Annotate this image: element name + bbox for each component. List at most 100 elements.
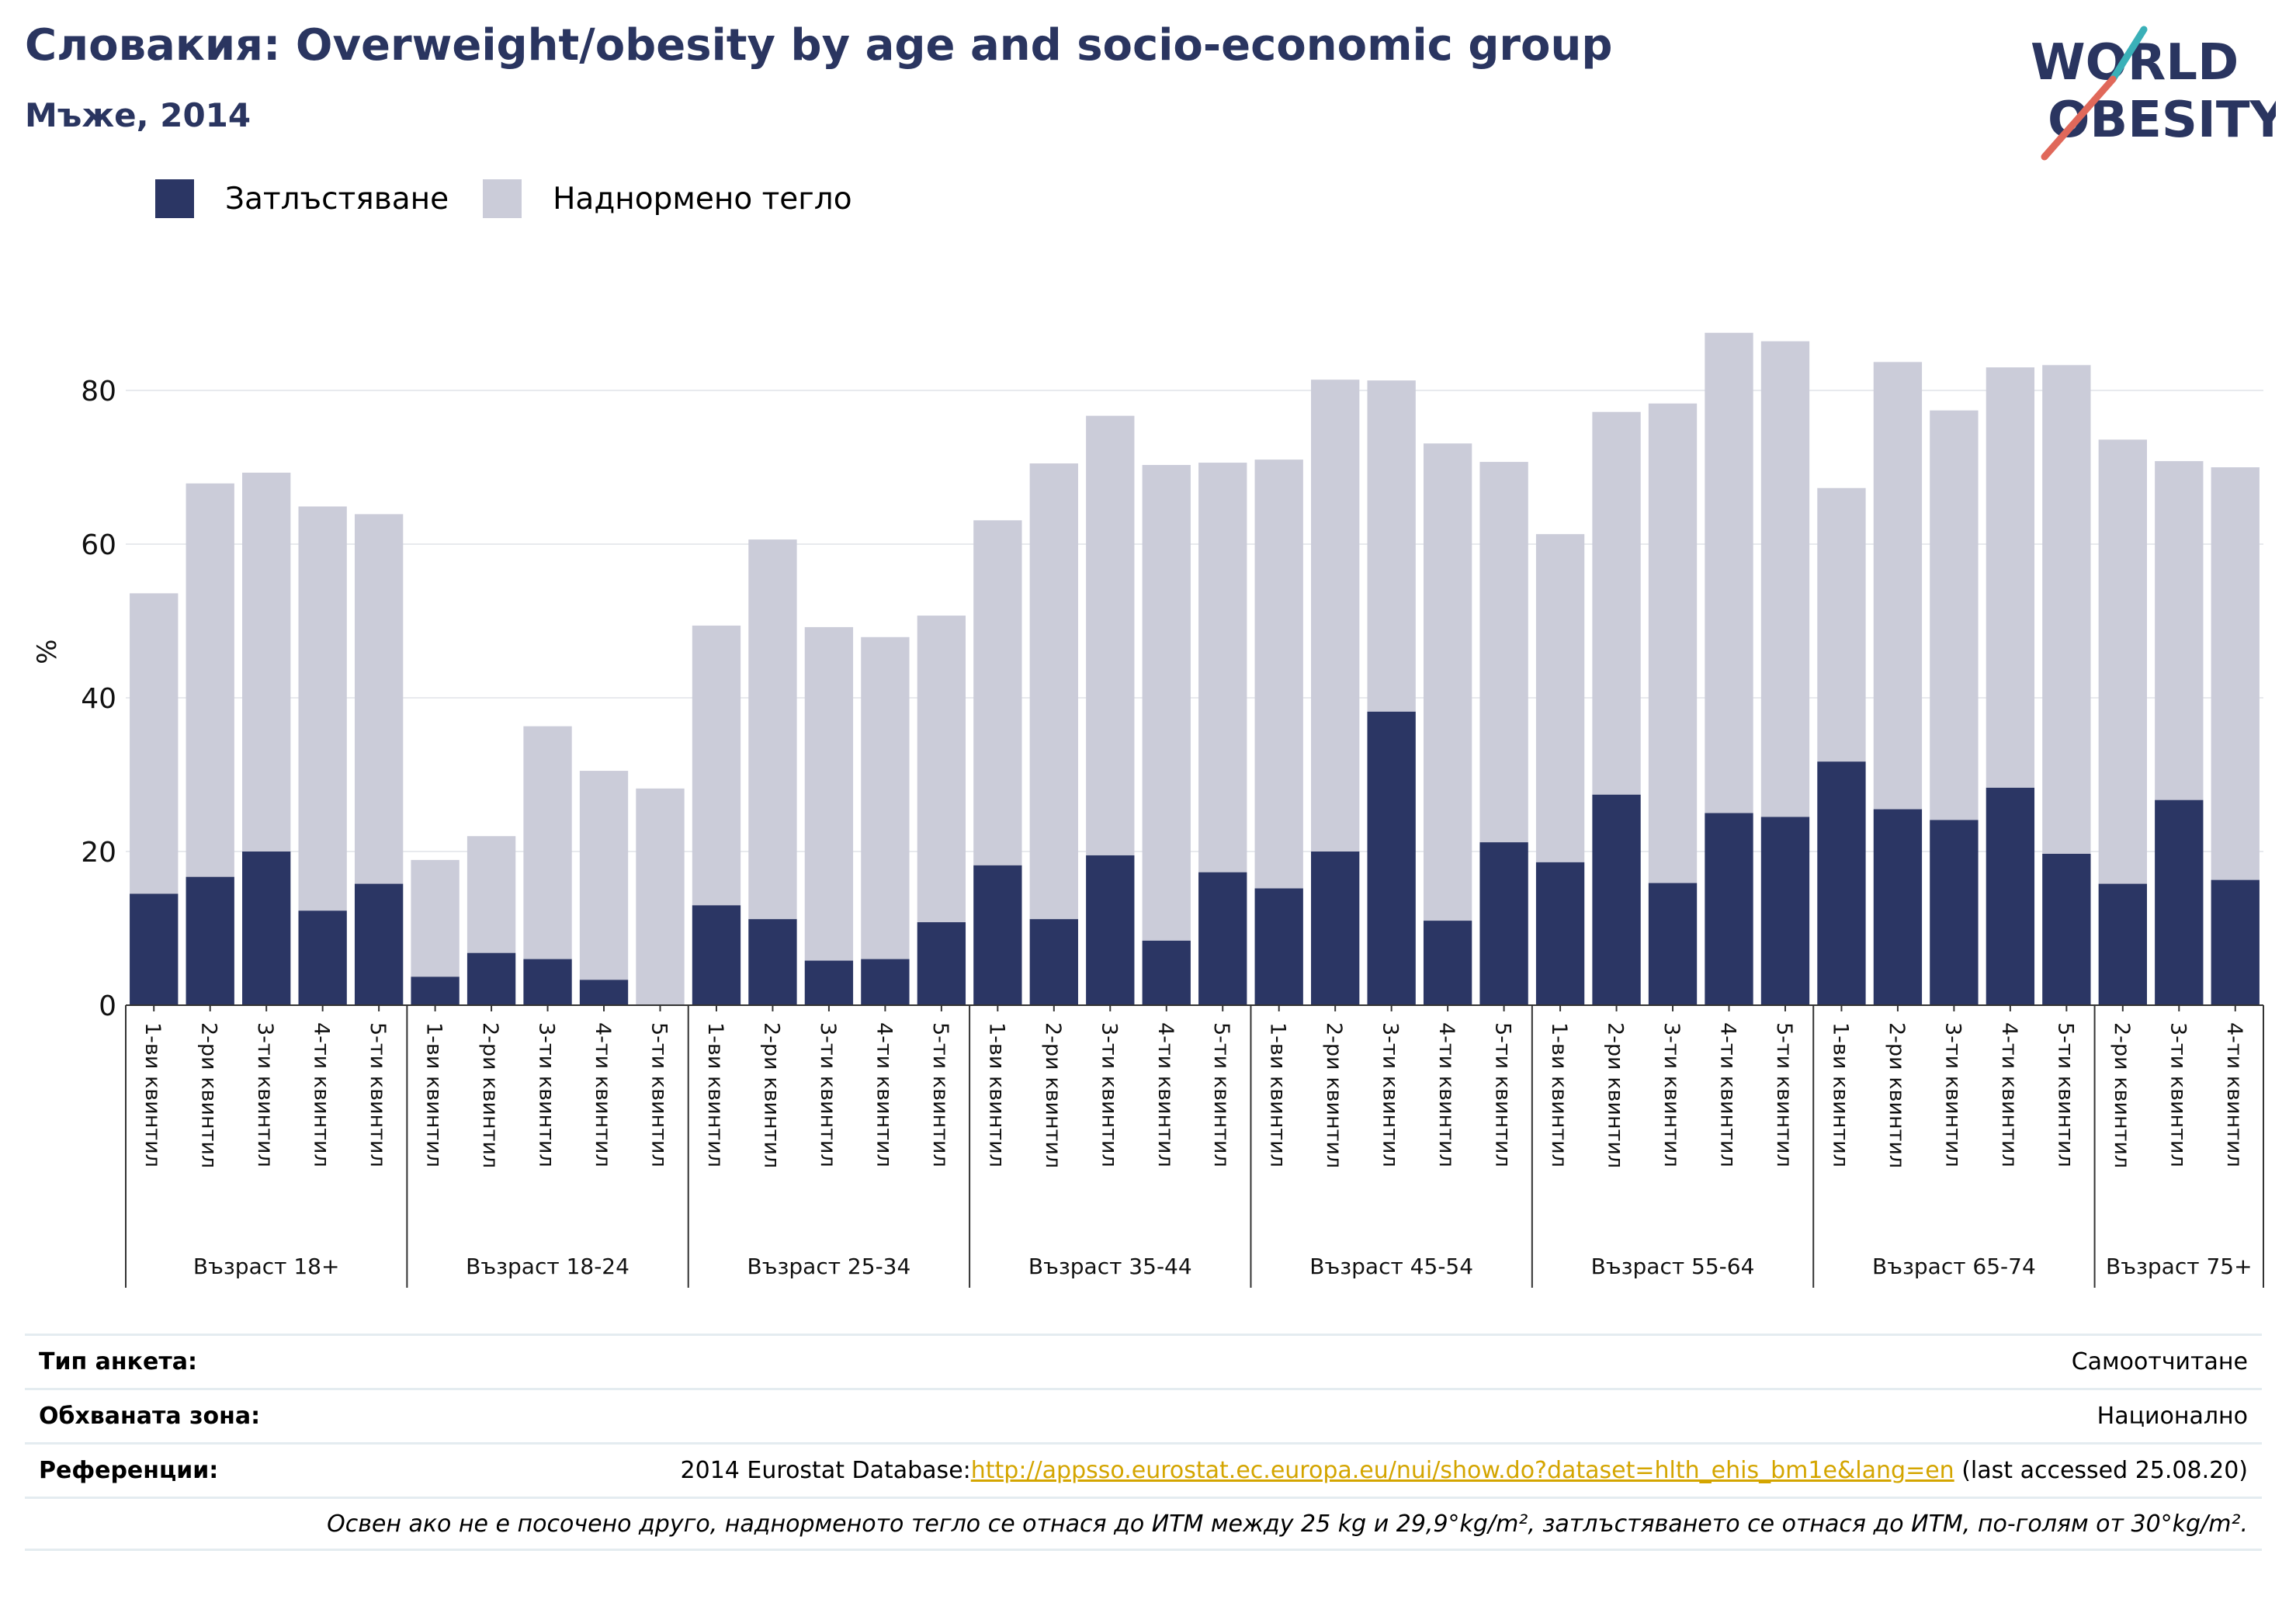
bar-obesity (692, 905, 741, 1005)
bar-overweight (1930, 410, 1979, 820)
x-tick-label: 3-ти квинтил (535, 1022, 559, 1167)
info-row-survey: Тип анкета: Самоотчитане (25, 1334, 2262, 1388)
x-tick-label: 2-ри квинтил (1041, 1022, 1065, 1168)
logo-accent-teal (2109, 26, 2148, 83)
bar-obesity (748, 919, 797, 1005)
bar-obesity (579, 980, 629, 1005)
bar-obesity (186, 876, 234, 1005)
bar-overweight (917, 616, 966, 923)
bar-overweight (579, 771, 629, 980)
x-tick-label: 2-ри квинтил (1322, 1022, 1346, 1168)
bar-overweight (1873, 362, 1923, 810)
area-value: Национално (2097, 1403, 2248, 1430)
bar-obesity (1479, 842, 1528, 1005)
bar-overweight (1592, 411, 1641, 795)
bar-overweight (861, 636, 910, 959)
x-tick-label: 3-ти квинтил (1941, 1022, 1965, 1167)
stacked-bar-chart: 0 20 40 60 80% 1-ви квинтил 2-ри квинтил 3-ти к… (32, 332, 2264, 1288)
group-label: Възраст 75+ (2106, 1254, 2253, 1279)
x-tick-label: 5-ти квинтил (647, 1022, 671, 1167)
bar-overweight (2211, 467, 2260, 880)
legend-swatch-overweight (483, 179, 522, 218)
x-tick-label: 4-ти квинтил (872, 1022, 896, 1167)
bar-obesity (2098, 883, 2147, 1005)
info-row-references: Референции: 2014 Eurostat Database:http:… (25, 1442, 2262, 1497)
bar-obesity (1930, 820, 1979, 1005)
x-tick-label: 2-ри квинтил (1885, 1022, 1909, 1168)
references-label: Референции: (39, 1457, 219, 1484)
logo-line2: OBESITY (2048, 92, 2276, 149)
bar-overweight (1142, 465, 1191, 941)
bar-obesity (1760, 817, 1810, 1005)
bar-obesity (804, 960, 854, 1005)
bar-overweight (130, 593, 179, 894)
info-table: Тип анкета: Самоотчитане Обхваната зона:… (25, 1334, 2262, 1551)
y-tick-label: 80 (81, 376, 116, 408)
y-axis-label: % (32, 639, 63, 664)
x-tick-label: 4-ти квинтил (310, 1022, 334, 1167)
x-tick-label: 4-ти квинтил (591, 1022, 615, 1167)
bar-obesity (1592, 794, 1641, 1005)
x-tick-label: 2-ри квинтил (1604, 1022, 1628, 1168)
bar-obesity (2042, 853, 2091, 1005)
group-label: Възраст 65-74 (1872, 1254, 2036, 1279)
bar-overweight (466, 836, 516, 953)
reference-suffix: (last accessed 25.08.20) (1954, 1457, 2248, 1484)
group-label: Възраст 25-34 (747, 1254, 911, 1279)
bar-obesity (1873, 809, 1923, 1005)
bar-obesity (466, 952, 516, 1005)
bar-obesity (298, 910, 347, 1005)
bar-overweight (1198, 463, 1247, 872)
x-tick-label: 1-ви квинтил (1547, 1022, 1571, 1167)
x-tick-label: 3-ти квинтил (253, 1022, 277, 1167)
bar-obesity (2155, 800, 2204, 1005)
bar-obesity (1254, 888, 1303, 1005)
bar-obesity (354, 883, 404, 1005)
x-tick-label: 1-ви квинтил (984, 1022, 1008, 1167)
bar-obesity (1086, 855, 1135, 1005)
group-label: Възраст 45-54 (1309, 1254, 1473, 1279)
bar-obesity (1142, 940, 1191, 1005)
references-value: 2014 Eurostat Database:http://appsso.eur… (681, 1457, 2248, 1484)
bar-overweight (2155, 461, 2204, 800)
survey-label: Тип анкета: (39, 1348, 197, 1375)
bar-overweight (1029, 463, 1078, 920)
y-tick-label: 20 (81, 837, 116, 869)
reference-link[interactable]: http://appsso.eurostat.ec.europa.eu/nui/… (970, 1457, 1954, 1484)
bar-overweight (973, 520, 1022, 865)
survey-value: Самоотчитане (2071, 1348, 2248, 1375)
x-tick-label: 5-ти квинтил (366, 1022, 390, 1167)
x-tick-label: 3-ти квинтил (1097, 1022, 1121, 1167)
bar-overweight (1705, 332, 1753, 813)
x-tick-label: 4-ти квинтил (1716, 1022, 1740, 1167)
bar-obesity (1648, 883, 1698, 1005)
bar-obesity (1423, 921, 1472, 1005)
x-tick-label: 1-ви квинтил (140, 1022, 165, 1167)
bar-overweight (2098, 439, 2147, 884)
reference-prefix: 2014 Eurostat Database: (680, 1457, 971, 1484)
bar-overweight (636, 788, 685, 1005)
x-tick-label: 5-ти квинтил (1772, 1022, 1796, 1167)
y-tick-label: 60 (81, 529, 116, 561)
bar-obesity (2211, 879, 2260, 1005)
legend-item-obesity: Затлъстяване (155, 179, 449, 218)
x-tick-label: 1-ви квинтил (1266, 1022, 1290, 1167)
legend-item-overweight: Наднормено тегло (483, 179, 852, 218)
group-label: Възраст 18-24 (466, 1254, 629, 1279)
area-label: Обхваната зона: (39, 1403, 261, 1430)
chart-title: Словакия: Overweight/obesity by age and … (25, 20, 1613, 71)
x-tick-label: 2-ри квинтил (478, 1022, 502, 1168)
bar-obesity (130, 893, 179, 1005)
bar-obesity (861, 959, 910, 1005)
x-tick-label: 2-ри квинтил (197, 1022, 221, 1168)
group-label: Възраст 35-44 (1028, 1254, 1192, 1279)
x-tick-label: 1-ви квинтил (1828, 1022, 1852, 1167)
definition-note: Освен ако не е посочено друго, наднормен… (327, 1510, 2248, 1538)
x-tick-label: 3-ти квинтил (1660, 1022, 1684, 1167)
world-obesity-logo: WORLD OBESITY (2031, 26, 2276, 161)
bar-obesity (1535, 862, 1585, 1005)
bar-overweight (242, 472, 291, 852)
bar-overweight (1817, 487, 1866, 762)
x-tick-label: 2-ри квинтил (759, 1022, 783, 1168)
x-tick-label: 2-ри квинтил (2110, 1022, 2134, 1168)
